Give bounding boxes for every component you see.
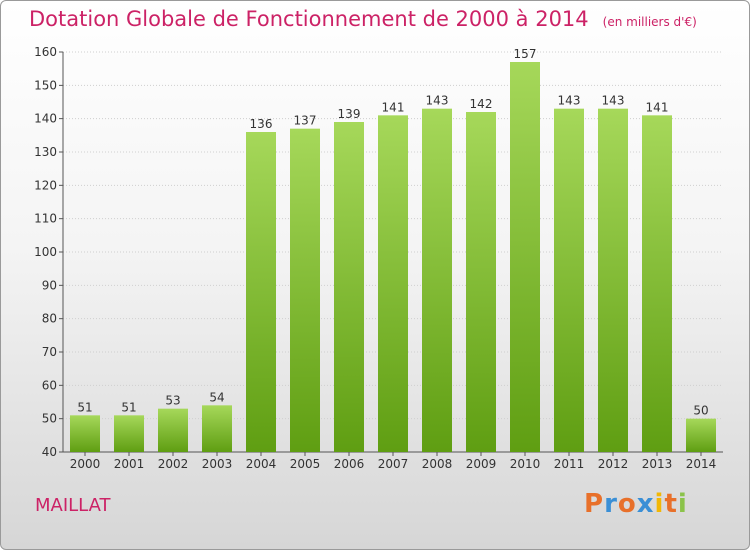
x-tick-label-2007: 2007 xyxy=(378,457,409,471)
bar-2001[interactable] xyxy=(114,415,144,452)
logo-letter: i xyxy=(654,489,665,519)
data-label-2010: 157 xyxy=(514,47,537,61)
logo-letter: x xyxy=(636,489,655,519)
data-label-2002: 53 xyxy=(165,394,180,408)
logo-letter: t xyxy=(664,489,678,519)
x-tick-label-2009: 2009 xyxy=(466,457,497,471)
logo-letter: i xyxy=(677,489,688,519)
bar-2014[interactable] xyxy=(686,418,716,452)
chart-title-text: Dotation Globale de Fonctionnement de 20… xyxy=(29,7,589,31)
data-label-2014: 50 xyxy=(693,404,708,418)
bar-2013[interactable] xyxy=(642,115,672,452)
data-label-2008: 143 xyxy=(426,94,449,108)
bar-2009[interactable] xyxy=(466,112,496,452)
data-label-2001: 51 xyxy=(121,400,136,414)
y-tick-label: 70 xyxy=(42,345,57,359)
chart-title: Dotation Globale de Fonctionnement de 20… xyxy=(29,7,697,31)
x-tick-label-2001: 2001 xyxy=(114,457,145,471)
bar-2008[interactable] xyxy=(422,108,452,453)
data-label-2000: 51 xyxy=(77,400,92,414)
proxiti-logo[interactable]: Proxiti xyxy=(584,489,688,519)
bar-2005[interactable] xyxy=(290,128,320,452)
y-tick-label: 80 xyxy=(42,312,57,326)
bar-2004[interactable] xyxy=(246,132,276,452)
chart-title-unit: (en milliers d'€) xyxy=(602,15,697,29)
x-tick-label-2012: 2012 xyxy=(598,457,629,471)
data-label-2007: 141 xyxy=(382,100,405,114)
y-tick-label: 150 xyxy=(34,78,57,92)
bar-2003[interactable] xyxy=(202,405,232,452)
y-tick-label: 90 xyxy=(42,278,57,292)
data-label-2003: 54 xyxy=(209,390,224,404)
x-tick-label-2004: 2004 xyxy=(246,457,277,471)
y-tick-label: 110 xyxy=(34,212,57,226)
data-label-2006: 139 xyxy=(338,107,361,121)
y-tick-label: 160 xyxy=(34,45,57,59)
y-tick-label: 140 xyxy=(34,112,57,126)
x-tick-label-2000: 2000 xyxy=(70,457,101,471)
x-tick-label-2008: 2008 xyxy=(422,457,453,471)
y-tick-label: 40 xyxy=(42,445,57,459)
data-label-2009: 142 xyxy=(470,97,493,111)
x-tick-label-2003: 2003 xyxy=(202,457,233,471)
y-tick-label: 100 xyxy=(34,245,57,259)
logo-letter: P xyxy=(584,489,605,519)
bars xyxy=(70,62,716,453)
bar-2006[interactable] xyxy=(334,122,364,452)
x-tick-label-2005: 2005 xyxy=(290,457,321,471)
logo-letter: r xyxy=(604,489,618,519)
bar-2007[interactable] xyxy=(378,115,408,452)
data-labels: 51 51 53 54 136 137 139 141 143 142 157 143 143 141 50 xyxy=(77,47,708,418)
logo-letter: o xyxy=(617,489,637,519)
bar-2000[interactable] xyxy=(70,415,100,452)
commune-name: MAILLAT xyxy=(35,495,111,516)
x-tick-label-2013: 2013 xyxy=(642,457,673,471)
bar-2012[interactable] xyxy=(598,108,628,453)
y-tick-label: 60 xyxy=(42,378,57,392)
bar-2010[interactable] xyxy=(510,62,540,452)
data-label-2011: 143 xyxy=(558,94,581,108)
y-tick-label: 130 xyxy=(34,145,57,159)
data-label-2012: 143 xyxy=(602,94,625,108)
x-tick-label-2006: 2006 xyxy=(334,457,365,471)
data-label-2004: 136 xyxy=(250,117,273,131)
y-tick-label: 120 xyxy=(34,178,57,192)
y-tick-label: 50 xyxy=(42,412,57,426)
x-tick-label-2010: 2010 xyxy=(510,457,541,471)
data-label-2005: 137 xyxy=(294,114,317,128)
x-tick-label-2002: 2002 xyxy=(158,457,189,471)
x-tick-label-2011: 2011 xyxy=(554,457,585,471)
data-label-2013: 141 xyxy=(646,100,669,114)
x-tick-label-2014: 2014 xyxy=(686,457,717,471)
bar-2002[interactable] xyxy=(158,408,188,452)
bar-2011[interactable] xyxy=(554,108,584,453)
